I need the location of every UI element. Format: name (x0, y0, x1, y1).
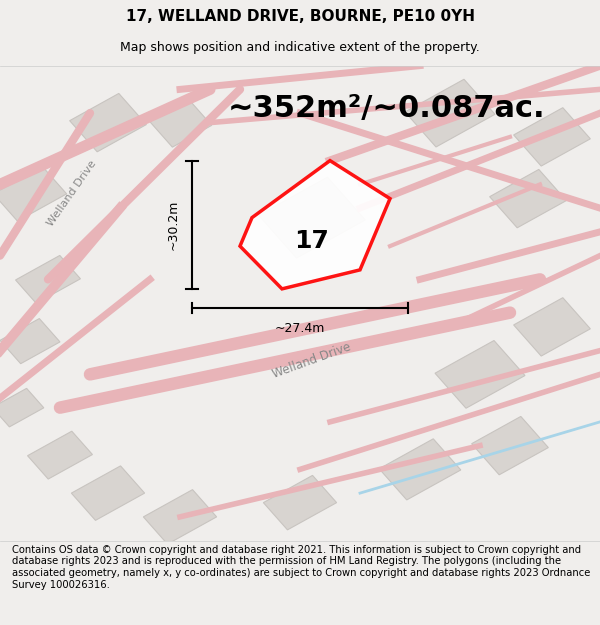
Polygon shape (405, 79, 495, 147)
Polygon shape (472, 416, 548, 475)
Polygon shape (0, 319, 60, 364)
Polygon shape (435, 341, 525, 408)
Text: ~30.2m: ~30.2m (167, 199, 180, 250)
Polygon shape (16, 256, 80, 303)
Polygon shape (71, 466, 145, 521)
Text: ~352m²/~0.087ac.: ~352m²/~0.087ac. (228, 94, 545, 123)
Polygon shape (490, 169, 566, 228)
Polygon shape (143, 489, 217, 544)
Polygon shape (148, 98, 212, 147)
Polygon shape (259, 177, 365, 258)
Text: Welland Drive: Welland Drive (271, 340, 353, 381)
Text: Map shows position and indicative extent of the property.: Map shows position and indicative extent… (120, 41, 480, 54)
Text: ~27.4m: ~27.4m (275, 322, 325, 335)
Polygon shape (70, 94, 146, 152)
Polygon shape (263, 476, 337, 530)
Polygon shape (514, 298, 590, 356)
Polygon shape (0, 167, 67, 221)
Polygon shape (0, 388, 44, 427)
Polygon shape (240, 161, 390, 289)
Polygon shape (28, 431, 92, 479)
Text: Welland Drive: Welland Drive (46, 159, 98, 229)
Polygon shape (379, 439, 461, 500)
Text: 17: 17 (295, 229, 329, 253)
Text: Contains OS data © Crown copyright and database right 2021. This information is : Contains OS data © Crown copyright and d… (12, 545, 590, 589)
Polygon shape (514, 107, 590, 166)
Text: 17, WELLAND DRIVE, BOURNE, PE10 0YH: 17, WELLAND DRIVE, BOURNE, PE10 0YH (125, 9, 475, 24)
